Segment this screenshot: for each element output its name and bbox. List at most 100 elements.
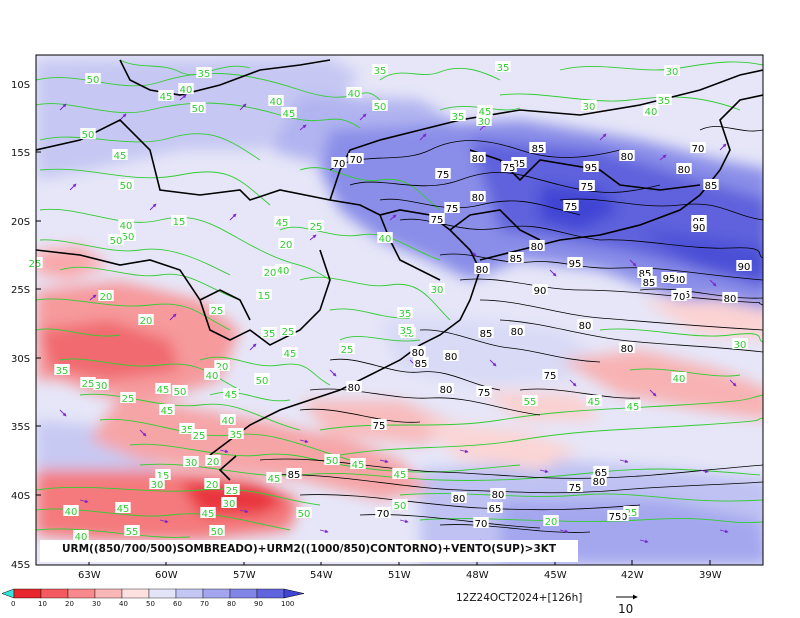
contour-label-bg: [619, 342, 635, 353]
contour-label-bg: [476, 386, 492, 397]
contour-label-bg: [254, 374, 270, 385]
contour-label-bg: [579, 180, 595, 191]
contour-label-bg: [567, 257, 583, 268]
contour-label-bg: [532, 284, 548, 295]
contour-label-bg: [581, 100, 597, 111]
contour-label-bg: [473, 517, 489, 528]
contour-label: 40: [379, 234, 392, 245]
contour-label-bg: [664, 65, 680, 76]
contour-label: 70: [475, 519, 488, 530]
contour-label: 45: [283, 109, 296, 120]
contour-label: 25: [226, 486, 239, 497]
lon-label: 54W: [310, 570, 333, 581]
contour-label: 85: [643, 278, 656, 289]
contour-label-bg: [671, 372, 687, 383]
contour-label-bg: [331, 157, 347, 168]
colorbar-low-cap: [1, 588, 15, 599]
contour-label: 40: [65, 507, 78, 518]
lat-label: 35S: [11, 422, 30, 433]
contour-label-bg: [120, 392, 136, 403]
colorbar-swatch: [13, 588, 42, 599]
contour-label-bg: [280, 325, 296, 336]
contour-label-bg: [586, 395, 602, 406]
contour-label-bg: [398, 324, 414, 335]
contour-label: 80: [511, 327, 524, 338]
contour-label: 50: [87, 75, 100, 86]
colorbar-tick-label: 90: [254, 600, 263, 608]
contour-label-bg: [429, 213, 445, 224]
lat-label: 40S: [11, 491, 30, 502]
contour-label-bg: [563, 200, 579, 211]
contour-label-bg: [444, 202, 460, 213]
colorbar-swatch: [94, 588, 123, 599]
contour-label-bg: [224, 484, 240, 495]
contour-label: 30: [478, 117, 491, 128]
colorbar-tick-label: 80: [227, 600, 236, 608]
lat-label: 25S: [11, 285, 30, 296]
contour-label-bg: [138, 314, 154, 325]
contour-label-bg: [118, 219, 134, 230]
contour-label-bg: [487, 502, 503, 513]
contour-label: 45: [284, 349, 297, 360]
contour-label: 45: [394, 470, 407, 481]
contour-label: 25: [341, 345, 354, 356]
colorbar-swatch: [67, 588, 96, 599]
contour-label-bg: [583, 161, 599, 172]
black-contours: [259, 126, 763, 533]
contour-label-bg: [372, 100, 388, 111]
contour-label-bg: [443, 350, 459, 361]
contour-label: 85: [639, 269, 652, 280]
latitude-axis: 10S 15S 20S 25S 30S 35S 40S 45S: [11, 80, 41, 571]
colorbar-swatch: [40, 588, 69, 599]
contour-label: 25: [122, 394, 135, 405]
contour-label: 80: [724, 294, 737, 305]
contour-label-bg: [80, 377, 96, 388]
contour-label: 40: [348, 89, 361, 100]
contour-label: 35: [658, 96, 671, 107]
contour-label: 15: [157, 471, 170, 482]
contour-label-bg: [223, 388, 239, 399]
contour-label: 65: [489, 504, 502, 515]
wind-vectors: [59, 94, 737, 544]
contour-label: 75: [609, 512, 622, 523]
colorbar-swatch: [229, 588, 258, 599]
contour-label-bg: [159, 404, 175, 415]
contour-label-bg: [671, 273, 687, 284]
colorbar-swatch: [148, 588, 177, 599]
contour-label: 25: [193, 431, 206, 442]
contour-label: 45: [160, 92, 173, 103]
contour-label-bg: [171, 215, 187, 226]
contour-label: 20: [216, 362, 229, 373]
contour-label: 15: [173, 217, 186, 228]
lon-label: 57W: [233, 570, 256, 581]
contour-label: 75: [544, 371, 557, 382]
contour-label-bg: [509, 325, 525, 336]
contour-label: 40: [645, 107, 658, 118]
contour-label: 25: [29, 259, 42, 270]
contour-label-bg: [256, 289, 272, 300]
contour-label-bg: [204, 369, 220, 380]
contour-label-bg: [474, 263, 490, 274]
contour-label: 85: [480, 329, 493, 340]
contour-label: 30: [185, 458, 198, 469]
contour-label-bg: [529, 240, 545, 251]
contour-label: 40: [222, 416, 235, 427]
contour-label-bg: [641, 276, 657, 287]
contour-label: 80: [476, 265, 489, 276]
contour-label-bg: [623, 506, 639, 517]
contour-label: 30: [431, 285, 444, 296]
colorbar-tick-label: 20: [65, 600, 74, 608]
colorbar: 0 10 20 30 40 50 60 70 80 90 100: [1, 588, 305, 608]
contour-label-bg: [691, 215, 707, 226]
contour-label-bg: [392, 499, 408, 510]
contour-label: 95: [663, 274, 676, 285]
contour-label: 55: [524, 397, 537, 408]
contour-label: 80: [472, 154, 485, 165]
contour-label: 40: [206, 371, 219, 382]
contour-label: 70: [377, 509, 390, 520]
contour-label: 95: [569, 259, 582, 270]
contour-label: 50: [110, 236, 123, 247]
contour-label-bg: [643, 105, 659, 116]
contour-label-bg: [656, 94, 672, 105]
